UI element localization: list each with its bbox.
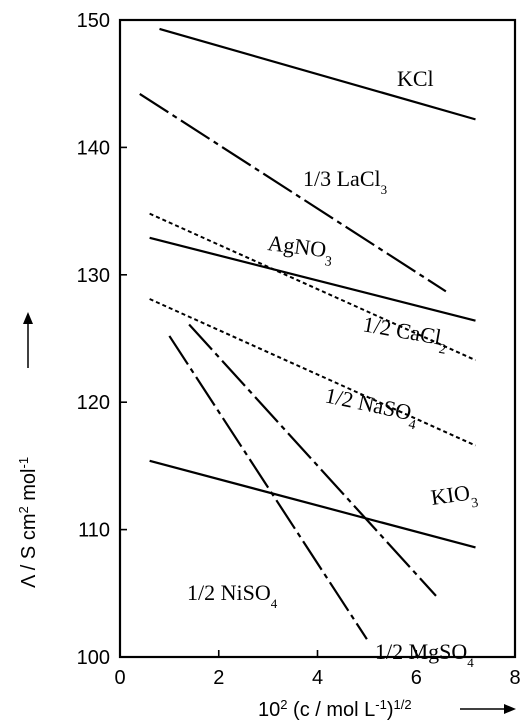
svg-text:102 (c / mol L-1)1/2: 102 (c / mol L-1)1/2 [258, 697, 412, 722]
label-kcl: KCl [397, 66, 434, 91]
y-axis-title-main: Λ / S cm [18, 514, 40, 588]
y-tick-label: 130 [77, 265, 110, 287]
series-line-1-2-mgso4 [188, 323, 437, 597]
y-tick-label: 120 [77, 392, 110, 414]
y-tick-label: 140 [77, 137, 110, 159]
x-axis-arrow-head [504, 704, 516, 714]
label-mgso4: 1/2 MgSO4 [375, 639, 474, 670]
series-layer [139, 27, 476, 640]
series-line-kcl [159, 27, 476, 121]
x-tick-label: 4 [312, 667, 323, 689]
y-axis-arrow-head [23, 312, 33, 324]
svg-text:Λ / S cm2 mol-1: Λ / S cm2 mol-1 [16, 457, 41, 588]
series-line-1-2-cacl2 [149, 212, 476, 362]
y-tick-label: 110 [78, 520, 110, 542]
series-line-1-2-niso4 [168, 335, 368, 640]
series-line-1-2-naso4 [149, 298, 476, 447]
label-kio3: KIO3 [429, 479, 479, 517]
y-axis-title: Λ / S cm2 mol-1 [16, 312, 41, 588]
label-niso4: 1/2 NiSO4 [187, 580, 278, 611]
x-tick-label: 2 [213, 667, 224, 689]
y-tick-label: 100 [77, 647, 110, 669]
label-agno3: AgNO3 [266, 230, 335, 269]
x-tick-label: 8 [509, 667, 520, 689]
series-line-1-3-lacl3 [139, 92, 447, 293]
tick-layer: 100 110 120 130 140 150 0 2 4 6 8 [77, 10, 521, 689]
label-lacl3: 1/3 LaCl3 [303, 166, 387, 197]
label-naso4: 1/2 NaSO4 [322, 382, 421, 432]
y-tick-label: 150 [77, 10, 110, 32]
x-tick-label: 0 [114, 667, 125, 689]
series-line-agno3 [149, 236, 476, 322]
label-cacl2: 1/2 CaCl2 [360, 311, 450, 357]
series-line-kio3 [149, 459, 476, 549]
x-tick-label: 6 [411, 667, 422, 689]
x-axis-title: 102 (c / mol L-1)1/2 [258, 697, 516, 722]
